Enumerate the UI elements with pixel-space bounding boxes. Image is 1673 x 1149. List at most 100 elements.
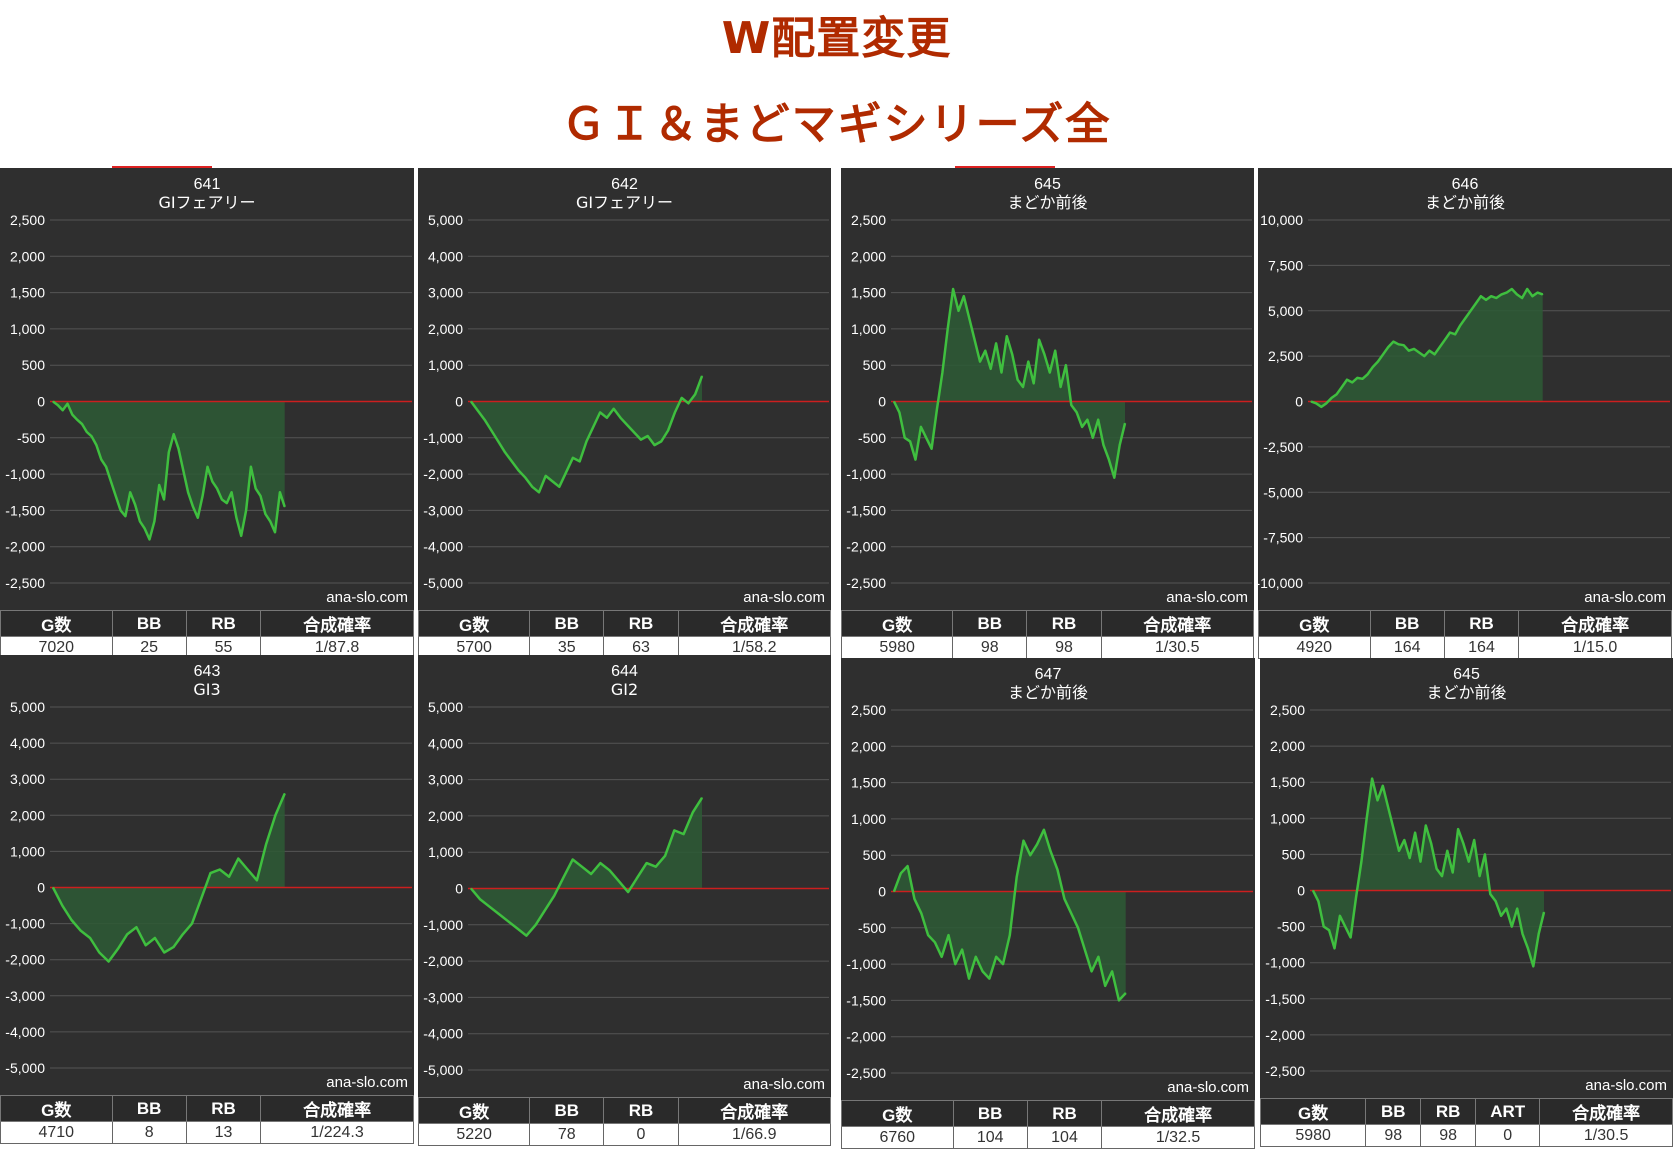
- series-area: [894, 289, 1125, 478]
- series-point: [941, 956, 943, 958]
- series-point: [660, 440, 662, 442]
- series-point: [173, 433, 175, 435]
- stats-header: G数: [0, 1095, 113, 1122]
- series-point: [1397, 343, 1400, 345]
- series-point: [1333, 947, 1336, 949]
- series-point: [182, 933, 184, 935]
- series-point: [250, 466, 252, 468]
- stats-value: 1/30.5: [1539, 1124, 1673, 1147]
- stats-value: 63: [603, 636, 679, 659]
- series-point: [1489, 893, 1491, 895]
- page-title-line1: W配置変更: [721, 13, 952, 64]
- series-point: [524, 477, 526, 479]
- series-point: [100, 459, 102, 461]
- series-point: [934, 941, 936, 943]
- series-point: [1382, 353, 1384, 355]
- accent-bar-left: [112, 166, 212, 168]
- watermark: ana-slo.com: [1167, 1079, 1249, 1096]
- series-point: [134, 504, 136, 506]
- chart-machine-name: まどか前後: [1426, 683, 1506, 702]
- series-point: [240, 535, 242, 537]
- series-point: [1027, 361, 1029, 363]
- series-line: [470, 797, 704, 937]
- series-point: [1043, 353, 1045, 355]
- series-point: [1102, 444, 1105, 446]
- stats-header: RB: [603, 610, 679, 637]
- series-point: [71, 414, 73, 416]
- chart-background: [0, 655, 414, 1095]
- stats-table: G数 BB RB 合成確率 5700 35 63 1/58.2: [417, 610, 832, 659]
- series-point: [1536, 292, 1539, 294]
- series-point: [247, 868, 249, 871]
- series-point: [1444, 339, 1446, 341]
- series-point: [979, 361, 981, 363]
- series-point: [76, 419, 78, 421]
- stats-header: ART: [1475, 1098, 1541, 1125]
- series-point: [1392, 341, 1394, 343]
- series-point: [1323, 926, 1325, 928]
- series-point: [931, 448, 933, 450]
- series-point: [1430, 843, 1432, 845]
- series-point: [105, 466, 107, 468]
- series-point: [1050, 851, 1052, 853]
- series-point: [1091, 970, 1093, 972]
- series-point: [1036, 843, 1038, 845]
- series-point: [553, 895, 555, 897]
- y-tick-label: 1,000: [10, 321, 45, 337]
- y-tick-label: 1,000: [851, 811, 886, 827]
- series-point: [1428, 350, 1430, 352]
- series-point: [61, 905, 63, 907]
- series-point: [613, 408, 615, 410]
- watermark: ana-slo.com: [1585, 1077, 1667, 1094]
- series-point: [609, 869, 611, 871]
- series-point: [619, 417, 622, 419]
- series-point: [984, 350, 986, 352]
- y-tick-label: 1,500: [1270, 774, 1305, 790]
- series-point: [148, 538, 151, 540]
- stats-value: 1/30.5: [1100, 636, 1255, 659]
- series-point: [1086, 419, 1088, 421]
- y-tick-label: 5,000: [10, 699, 45, 715]
- series-line: [1310, 287, 1544, 409]
- y-tick-label: 2,500: [10, 212, 45, 228]
- series-point: [1480, 295, 1482, 297]
- y-tick-label: -1,000: [5, 466, 45, 482]
- stats-table: G数 BB RB 合成確率 6760 104 104 1/32.5: [841, 1100, 1255, 1149]
- y-tick-label: 2,000: [1270, 738, 1305, 754]
- stats-value: 1/66.9: [677, 1123, 832, 1146]
- series-point: [1077, 927, 1079, 929]
- series-point: [1315, 402, 1317, 404]
- series-point: [653, 444, 656, 446]
- series-point: [590, 873, 592, 875]
- series-point: [129, 491, 131, 493]
- series-area: [471, 376, 702, 493]
- series-point: [1371, 778, 1373, 780]
- y-tick-label: 1,000: [428, 357, 463, 373]
- series-point: [1511, 288, 1513, 290]
- series-point: [1398, 850, 1400, 852]
- series-point: [1500, 293, 1503, 295]
- series-point: [655, 866, 657, 868]
- series-point: [1081, 426, 1083, 428]
- series-point: [636, 877, 638, 879]
- series-point: [968, 978, 970, 980]
- series-point: [1434, 353, 1436, 355]
- stats-header: BB: [529, 610, 605, 637]
- series-point: [1414, 832, 1416, 834]
- series-point: [1403, 344, 1405, 346]
- series-point: [1009, 934, 1011, 936]
- series-point: [216, 488, 218, 490]
- series-line: [1311, 777, 1546, 968]
- stats-header: 合成確率: [1101, 1100, 1255, 1127]
- chart-panel-5: 643 GI3 5,000 4,000 3,000 2,000 1,000 0 -1,000 -2…: [0, 655, 414, 1095]
- stats-value: 78: [529, 1123, 605, 1146]
- series-point: [1350, 936, 1352, 938]
- series-point: [1104, 985, 1106, 987]
- series-point: [627, 891, 629, 893]
- chart-panel-8: 645 まどか前後 2,500 2,000 1,500 1,000 500 0 -500 -1,0…: [1260, 658, 1673, 1098]
- series-point: [936, 408, 938, 410]
- series-point: [551, 480, 554, 482]
- series-point: [664, 855, 666, 857]
- series-point: [1393, 828, 1395, 830]
